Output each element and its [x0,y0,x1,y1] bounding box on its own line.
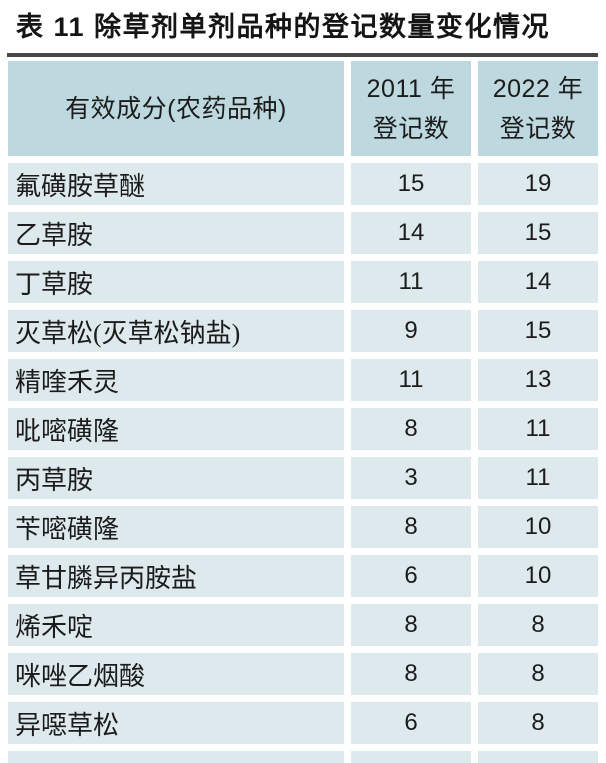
data-table: 有效成分(农药品种) 2011 年 登记数 2022 年 登记数 氟磺胺草醚 1… [8,61,598,763]
count-2011-cell: 8 [351,408,471,450]
count-2011-cell: 8 [351,653,471,695]
ingredient-cell: 精喹禾灵 [8,359,344,401]
table-row: 烯禾啶 8 8 [8,604,598,646]
count-2022-cell: 8 [478,604,598,646]
count-2011-cell: 11 [351,359,471,401]
count-2011-cell: 15 [351,163,471,205]
table-row: 异噁草松 6 8 [8,702,598,744]
count-2022-cell: 14 [478,261,598,303]
table-header-row: 有效成分(农药品种) 2011 年 登记数 2022 年 登记数 [8,61,598,156]
table-row: 灭草松(灭草松钠盐) 9 15 [8,310,598,352]
count-2011-cell: 8 [351,604,471,646]
count-2011-cell: 14 [351,212,471,254]
count-2022-cell [478,751,598,763]
ingredient-cell: 异噁草松 [8,702,344,744]
ingredient-cell [8,751,344,763]
header-ingredient-label: 有效成分(农药品种) [65,94,287,123]
count-2011-cell: 11 [351,261,471,303]
header-2011-count-label: 登记数 [372,114,450,143]
table-row: 乙草胺 14 15 [8,212,598,254]
count-2022-cell: 15 [478,310,598,352]
header-cell-2022: 2022 年 登记数 [478,61,598,156]
ingredient-cell: 乙草胺 [8,212,344,254]
table-row: 精喹禾灵 11 13 [8,359,598,401]
count-2011-cell [351,751,471,763]
count-2011-cell: 3 [351,457,471,499]
ingredient-cell: 灭草松(灭草松钠盐) [8,310,344,352]
ingredient-cell: 丁草胺 [8,261,344,303]
table-row: 草甘膦异丙胺盐 6 10 [8,555,598,597]
ingredient-cell: 咪唑乙烟酸 [8,653,344,695]
count-2011-cell: 6 [351,555,471,597]
count-2022-cell: 19 [478,163,598,205]
table-row: 丁草胺 11 14 [8,261,598,303]
header-2022-year: 2022 年 [492,74,584,103]
header-2011-year: 2011 年 [366,74,456,103]
table-row: 氟磺胺草醚 15 19 [8,163,598,205]
header-cell-ingredient: 有效成分(农药品种) [8,61,344,156]
count-2022-cell: 10 [478,555,598,597]
count-2022-cell: 8 [478,702,598,744]
count-2022-cell: 13 [478,359,598,401]
ingredient-cell: 苄嘧磺隆 [8,506,344,548]
table-row-partial [8,751,598,763]
count-2011-cell: 9 [351,310,471,352]
count-2022-cell: 8 [478,653,598,695]
table-top-rule [7,53,598,57]
table-row: 丙草胺 3 11 [8,457,598,499]
ingredient-cell: 氟磺胺草醚 [8,163,344,205]
count-2022-cell: 11 [478,408,598,450]
count-2022-cell: 15 [478,212,598,254]
header-2022-count-label: 登记数 [499,114,577,143]
count-2022-cell: 10 [478,506,598,548]
table-caption: 表 11 除草剂单剂品种的登记数量变化情况 [16,12,551,42]
table-row: 咪唑乙烟酸 8 8 [8,653,598,695]
ingredient-cell: 草甘膦异丙胺盐 [8,555,344,597]
count-2022-cell: 11 [478,457,598,499]
ingredient-cell: 烯禾啶 [8,604,344,646]
ingredient-cell: 吡嘧磺隆 [8,408,344,450]
table-row: 苄嘧磺隆 8 10 [8,506,598,548]
ingredient-cell: 丙草胺 [8,457,344,499]
count-2011-cell: 6 [351,702,471,744]
table-row: 吡嘧磺隆 8 11 [8,408,598,450]
count-2011-cell: 8 [351,506,471,548]
header-cell-2011: 2011 年 登记数 [351,61,471,156]
